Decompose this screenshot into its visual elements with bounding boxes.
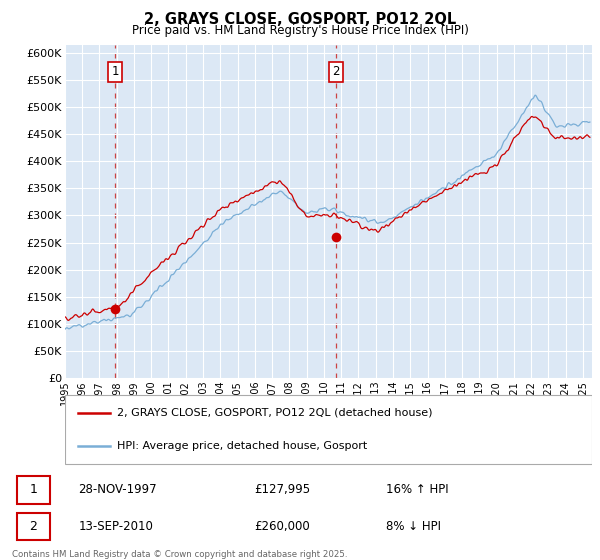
Text: £127,995: £127,995 xyxy=(254,483,310,497)
Text: 2: 2 xyxy=(29,520,37,533)
Text: £260,000: £260,000 xyxy=(254,520,310,533)
FancyBboxPatch shape xyxy=(65,395,592,464)
Text: 1: 1 xyxy=(29,483,37,497)
Text: 2, GRAYS CLOSE, GOSPORT, PO12 2QL (detached house): 2, GRAYS CLOSE, GOSPORT, PO12 2QL (detac… xyxy=(118,408,433,418)
Text: 28-NOV-1997: 28-NOV-1997 xyxy=(78,483,157,497)
Text: 2: 2 xyxy=(332,66,340,78)
FancyBboxPatch shape xyxy=(17,512,50,540)
Text: 16% ↑ HPI: 16% ↑ HPI xyxy=(386,483,449,497)
FancyBboxPatch shape xyxy=(17,476,50,504)
Text: 1: 1 xyxy=(112,66,119,78)
Text: HPI: Average price, detached house, Gosport: HPI: Average price, detached house, Gosp… xyxy=(118,441,368,451)
Text: Contains HM Land Registry data © Crown copyright and database right 2025.
This d: Contains HM Land Registry data © Crown c… xyxy=(12,550,347,560)
Text: 13-SEP-2010: 13-SEP-2010 xyxy=(78,520,153,533)
Text: Price paid vs. HM Land Registry's House Price Index (HPI): Price paid vs. HM Land Registry's House … xyxy=(131,24,469,36)
Text: 8% ↓ HPI: 8% ↓ HPI xyxy=(386,520,442,533)
Text: 2, GRAYS CLOSE, GOSPORT, PO12 2QL: 2, GRAYS CLOSE, GOSPORT, PO12 2QL xyxy=(144,12,456,27)
